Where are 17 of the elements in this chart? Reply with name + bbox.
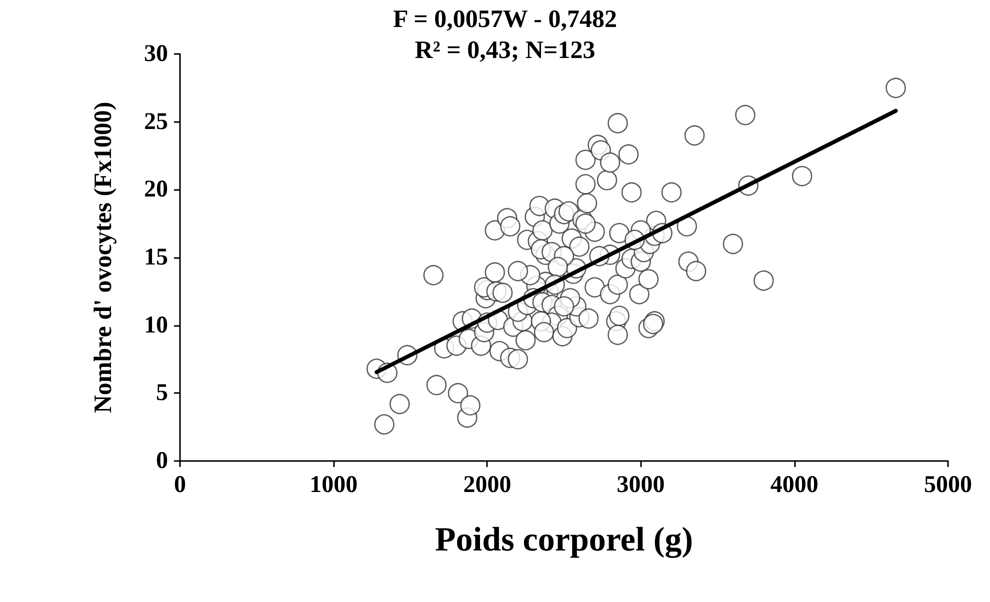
y-axis-title: Nombre d' ovocytes (Fx1000) [90,102,117,414]
x-tick-label: 2000 [463,472,512,498]
y-tick-label: 30 [144,41,168,67]
x-tick-label: 1000 [310,472,358,498]
chart-subtitle: R² = 0,43; N=123 [414,37,596,64]
x-tick-label: 5000 [924,472,972,498]
x-tick-label: 4000 [770,472,818,498]
x-tick-label: 3000 [616,472,665,498]
y-tick-label: 20 [144,176,168,203]
x-axis-title: Poids corporel (g) [434,522,694,558]
chart-title: F = 0,0057W - 0,7482 [393,6,617,33]
x-tick-label: 0 [174,472,186,498]
y-tick-label: 10 [144,312,168,338]
y-tick-label: 0 [156,448,168,474]
y-tick-label: 15 [144,244,168,270]
y-tick-label: 5 [156,380,168,406]
y-tick-label: 25 [144,108,168,135]
